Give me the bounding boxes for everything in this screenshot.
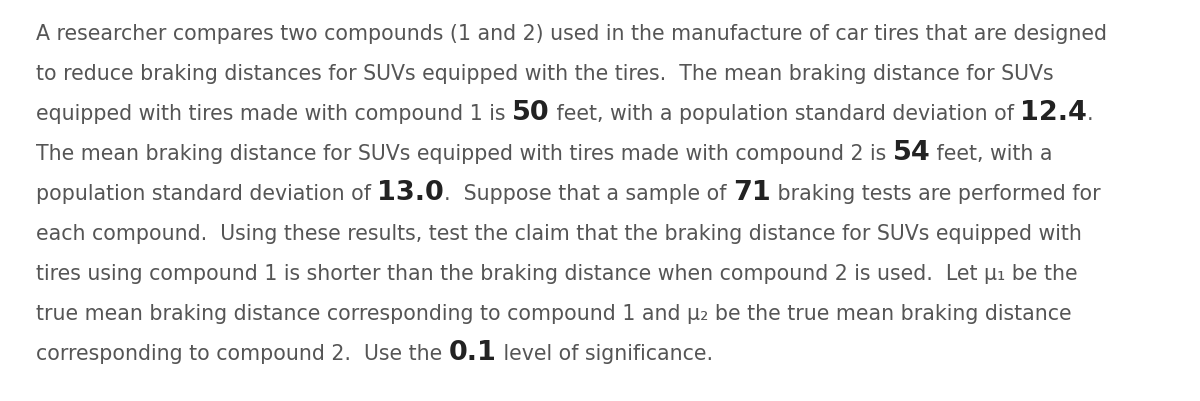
Text: equipped with tires made with compound 1 is: equipped with tires made with compound 1… [36,104,512,124]
Text: The mean braking distance for SUVs equipped with tires made with compound 2 is: The mean braking distance for SUVs equip… [36,144,893,164]
Text: 54: 54 [893,140,930,166]
Text: population standard deviation of: population standard deviation of [36,184,378,204]
Text: each compound.  Using these results, test the claim that the braking distance fo: each compound. Using these results, test… [36,224,1082,244]
Text: true mean braking distance corresponding to compound 1 and μ₂ be the true mean b: true mean braking distance corresponding… [36,304,1072,324]
Text: level of significance.: level of significance. [497,344,713,364]
Text: .: . [1087,104,1093,124]
Text: feet, with a population standard deviation of: feet, with a population standard deviati… [550,104,1020,124]
Text: A researcher compares two compounds (1 and 2) used in the manufacture of car tir: A researcher compares two compounds (1 a… [36,24,1108,44]
Text: 71: 71 [733,180,772,206]
Text: tires using compound 1 is shorter than the braking distance when compound 2 is u: tires using compound 1 is shorter than t… [36,264,1078,284]
Text: 50: 50 [512,100,550,126]
Text: 0.1: 0.1 [449,340,497,366]
Text: 12.4: 12.4 [1020,100,1087,126]
Text: braking tests are performed for: braking tests are performed for [772,184,1100,204]
Text: .  Suppose that a sample of: . Suppose that a sample of [444,184,733,204]
Text: corresponding to compound 2.  Use the: corresponding to compound 2. Use the [36,344,449,364]
Text: 13.0: 13.0 [378,180,444,206]
Text: feet, with a: feet, with a [930,144,1054,164]
Text: to reduce braking distances for SUVs equipped with the tires.  The mean braking : to reduce braking distances for SUVs equ… [36,64,1054,84]
